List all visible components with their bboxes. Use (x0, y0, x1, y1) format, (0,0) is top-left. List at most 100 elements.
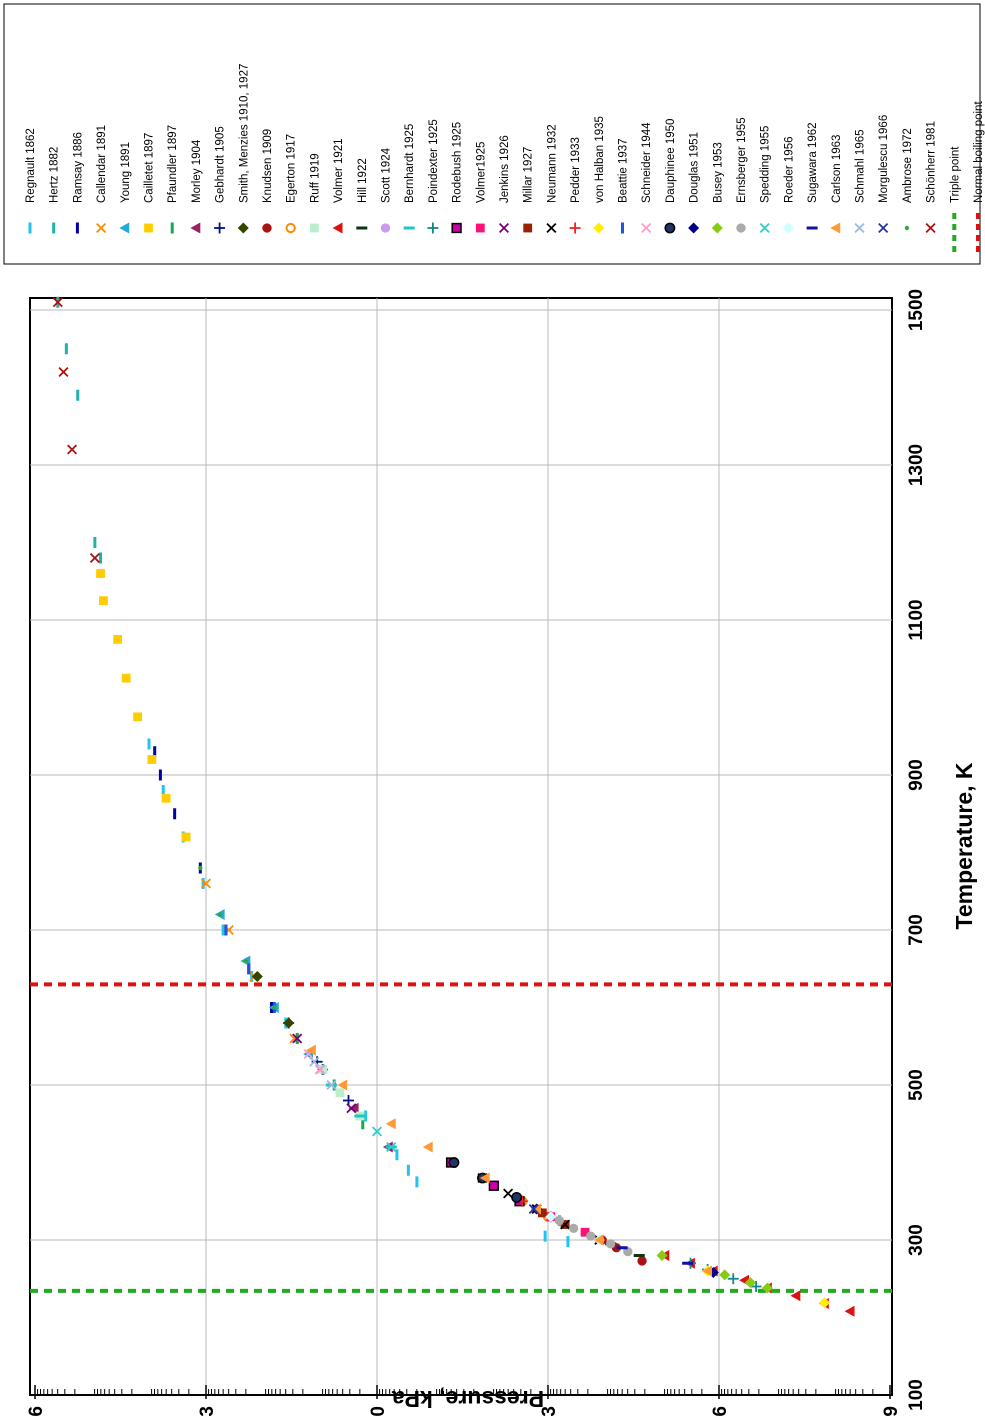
x-tick-label: 1100 (906, 599, 927, 640)
data-points (40, 126, 855, 1317)
legend-marker (96, 222, 107, 234)
legend-label: Busey 1953 (712, 142, 724, 203)
legend-entry: Morley 1904 (190, 139, 203, 234)
legend-entry: Egerton 1917 (285, 134, 298, 234)
data-point (593, 1234, 604, 1246)
data-point (198, 865, 203, 871)
data-point (528, 1203, 539, 1215)
data-point (161, 793, 171, 803)
legend-marker (736, 223, 746, 233)
legend-label: Knudsen 1909 (262, 129, 274, 203)
data-point (52, 297, 63, 308)
data-point (147, 755, 157, 764)
data-point (318, 1065, 328, 1074)
legend-marker (380, 223, 391, 233)
legend-entry: Poindexter 1925 (427, 119, 440, 234)
legend-entry: Triple point (949, 146, 961, 252)
data-point (727, 1273, 739, 1285)
data-point (272, 1005, 277, 1010)
data-point (314, 1064, 326, 1075)
data-point (744, 1277, 756, 1289)
x-tick-label: 700 (906, 914, 927, 946)
data-point (719, 1269, 731, 1281)
data-point (251, 971, 263, 982)
legend-marker (904, 225, 910, 231)
y-tick-label: 1E-3 (539, 1406, 560, 1416)
legend-entry: Ambrose 1972 (902, 128, 914, 231)
legend-entry: Roeder 1956 (782, 137, 795, 234)
legend-label: Carlson 1963 (831, 135, 843, 203)
legend-entry: Normal boiling point (973, 101, 985, 252)
y-tick-label: 1E-6 (710, 1406, 731, 1416)
data-point (656, 1250, 668, 1261)
x-tick-label: 300 (906, 1224, 927, 1256)
data-point (488, 1180, 500, 1191)
legend-marker (475, 223, 485, 233)
legend-marker (593, 222, 605, 234)
legend-marker (190, 222, 201, 234)
legend-box (3, 3, 981, 265)
data-point (479, 1172, 490, 1184)
legend-entry: Carlson 1963 (830, 135, 843, 234)
legend-label: Morley 1904 (191, 139, 203, 203)
legend-entry: Morgulescu 1966 (878, 115, 890, 234)
legend-label: Triple point (949, 146, 961, 203)
legend-marker (854, 222, 865, 234)
legend-entry: Bernhardt 1925 (403, 124, 416, 230)
legend-label: Bernhardt 1925 (404, 124, 416, 203)
legend-entry: Schmahl 1965 (854, 129, 867, 234)
y-axis-title: Pressure, kPa (392, 1386, 544, 1412)
legend-entry: Callendar 1891 (96, 125, 108, 234)
data-point (761, 1282, 773, 1294)
x-tick-label: 1500 (906, 289, 927, 331)
legend-entry: Rodebush 1925 (451, 122, 464, 234)
legend: Regnault 1862 Hertz 1882 Ramsay 1886 Callen… (3, 3, 985, 265)
data-point (818, 1297, 830, 1309)
legend-label: Spedding 1955 (760, 126, 772, 203)
legend-label: Roeder 1956 (783, 137, 795, 204)
legend-label: Hertz 1882 (49, 147, 61, 203)
data-point (200, 878, 212, 889)
legend-entry: von Halban 1935 (593, 116, 606, 234)
data-point (99, 596, 108, 606)
legend-marker (144, 223, 153, 233)
legend-entry: Cailletet 1897 (144, 133, 156, 233)
legend-label: Douglas 1951 (689, 132, 701, 203)
data-point (422, 1141, 433, 1153)
legend-entry: Sugawara 1962 (806, 122, 819, 230)
data-point (637, 1256, 647, 1266)
grid-lines (30, 154, 892, 1395)
legend-entry: Jenkins 1926 (498, 135, 511, 234)
legend-label: Egerton 1917 (286, 134, 298, 203)
legend-entry: Pedder 1933 (569, 137, 582, 234)
legend-label: Poindexter 1925 (428, 119, 440, 203)
data-point (545, 1211, 557, 1223)
data-point (371, 1126, 383, 1137)
legend-entry: Beattie 1937 (618, 138, 630, 234)
legend-marker (641, 222, 652, 234)
legend-label: Beattie 1937 (618, 138, 630, 203)
legend-marker (119, 222, 130, 234)
legend-label: Rodebush 1925 (452, 122, 464, 203)
data-point (326, 1079, 337, 1091)
legend-label: Regnault 1862 (25, 128, 37, 203)
y-tick-label: 1E+6 (26, 1406, 47, 1416)
legend-label: Pfaundler 1897 (167, 125, 179, 203)
data-point (292, 1033, 303, 1044)
data-point (283, 1017, 295, 1029)
data-point (121, 673, 131, 683)
legend-entry: Hill 1922 (356, 158, 369, 230)
data-point (580, 1227, 590, 1237)
legend-label: Hill 1922 (357, 158, 369, 203)
legend-marker (523, 223, 533, 233)
legend-entry: Schönherr 1981 (925, 121, 938, 234)
data-point (181, 832, 191, 842)
legend-entry: Schneider 1944 (641, 122, 653, 234)
legend-marker (214, 222, 226, 234)
data-point (844, 1305, 855, 1317)
legend-marker (427, 222, 439, 234)
data-point (96, 569, 105, 578)
legend-marker (878, 222, 889, 234)
data-point (503, 1188, 514, 1199)
